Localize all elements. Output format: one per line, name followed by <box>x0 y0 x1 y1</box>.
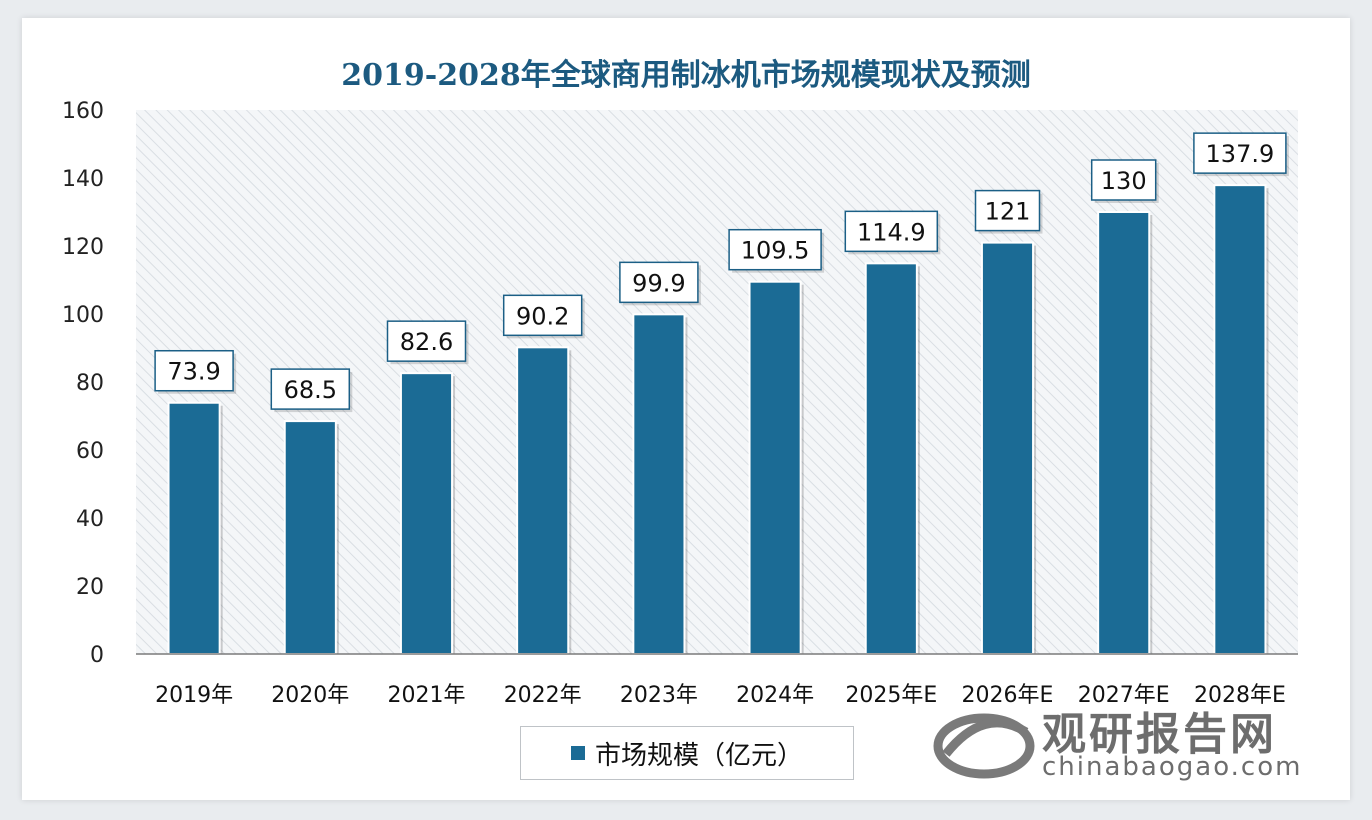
bar-4 <box>632 313 686 655</box>
data-label-box-1 <box>270 368 351 410</box>
data-label-box-0 <box>154 349 234 392</box>
x-tick-label-2: 2021年 <box>388 683 466 708</box>
x-axis: 2019年 2020年 2021年 2022年 2023年 2024年 2025年E 2026… <box>155 683 1286 708</box>
bar-8 <box>1097 211 1151 655</box>
y-tick-label-8: 160 <box>62 99 104 124</box>
brand-logo-icon <box>933 713 1035 779</box>
y-axis: 0 20 40 60 80 100 120 140 160 <box>62 99 104 668</box>
legend: 市场规模（亿元） <box>520 726 854 780</box>
data-label-box-3 <box>502 294 583 337</box>
bars: 73.9 68.5 82.6 90.2 99.9 109.5 114.9 121 130 137.… <box>154 132 1289 655</box>
y-tick-label-4: 80 <box>76 371 104 396</box>
y-tick-label-1: 20 <box>76 575 104 600</box>
data-label-5: 109.5 <box>741 237 810 265</box>
bar-7 <box>980 241 1035 655</box>
y-tick-label-0: 0 <box>90 643 104 668</box>
chart-title: 2019-2028年全球商用制冰机市场规模现状及预测 <box>341 58 1031 93</box>
data-label-1: 68.5 <box>284 376 337 404</box>
data-label-box-7 <box>974 189 1041 232</box>
data-label-box-5 <box>728 228 822 271</box>
legend-label: 市场规模（亿元） <box>594 740 803 771</box>
y-tick-label-3: 60 <box>76 439 104 464</box>
data-label-0: 73.9 <box>167 358 220 386</box>
data-label-box-9 <box>1193 132 1287 174</box>
bar-3 <box>516 346 570 655</box>
bar-2 <box>399 372 454 655</box>
x-tick-label-3: 2022年 <box>504 683 582 708</box>
brand-cn: 观研报告网 <box>1042 709 1277 760</box>
x-tick-label-5: 2024年 <box>736 683 814 708</box>
data-label-7: 121 <box>985 198 1031 226</box>
data-label-6: 114.9 <box>857 218 926 246</box>
data-label-box-6 <box>844 210 939 253</box>
bar-5 <box>748 280 802 655</box>
data-label-4: 99.9 <box>632 269 685 297</box>
y-tick-label-5: 100 <box>62 303 104 328</box>
x-tick-label-4: 2023年 <box>620 683 698 708</box>
brand-en: chinabaogao.com <box>1042 752 1303 782</box>
data-label-box-8 <box>1090 159 1157 201</box>
data-label-box-4 <box>619 261 699 304</box>
brand-watermark: 观研报告网 chinabaogao.com <box>930 694 1330 790</box>
bar-9 <box>1213 184 1267 655</box>
bar-0 <box>167 401 221 655</box>
y-tick-label-2: 40 <box>76 507 104 532</box>
x-tick-label-7: 2026年E <box>962 683 1054 708</box>
x-tick-label-1: 2020年 <box>271 683 349 708</box>
legend-swatch <box>570 746 585 760</box>
bar-6 <box>864 262 918 655</box>
x-tick-label-0: 2019年 <box>155 683 233 708</box>
bar-1 <box>283 420 337 655</box>
data-label-box-2 <box>386 320 467 362</box>
data-label-3: 90.2 <box>516 302 569 330</box>
x-tick-label-9: 2028年E <box>1194 683 1286 708</box>
data-label-8: 130 <box>1101 167 1147 195</box>
data-label-2: 82.6 <box>400 328 453 356</box>
data-label-9: 137.9 <box>1206 140 1275 168</box>
x-tick-label-8: 2027年E <box>1078 683 1170 708</box>
x-tick-label-6: 2025年E <box>845 683 937 708</box>
y-tick-label-6: 120 <box>62 235 104 260</box>
y-tick-label-7: 140 <box>62 167 104 192</box>
